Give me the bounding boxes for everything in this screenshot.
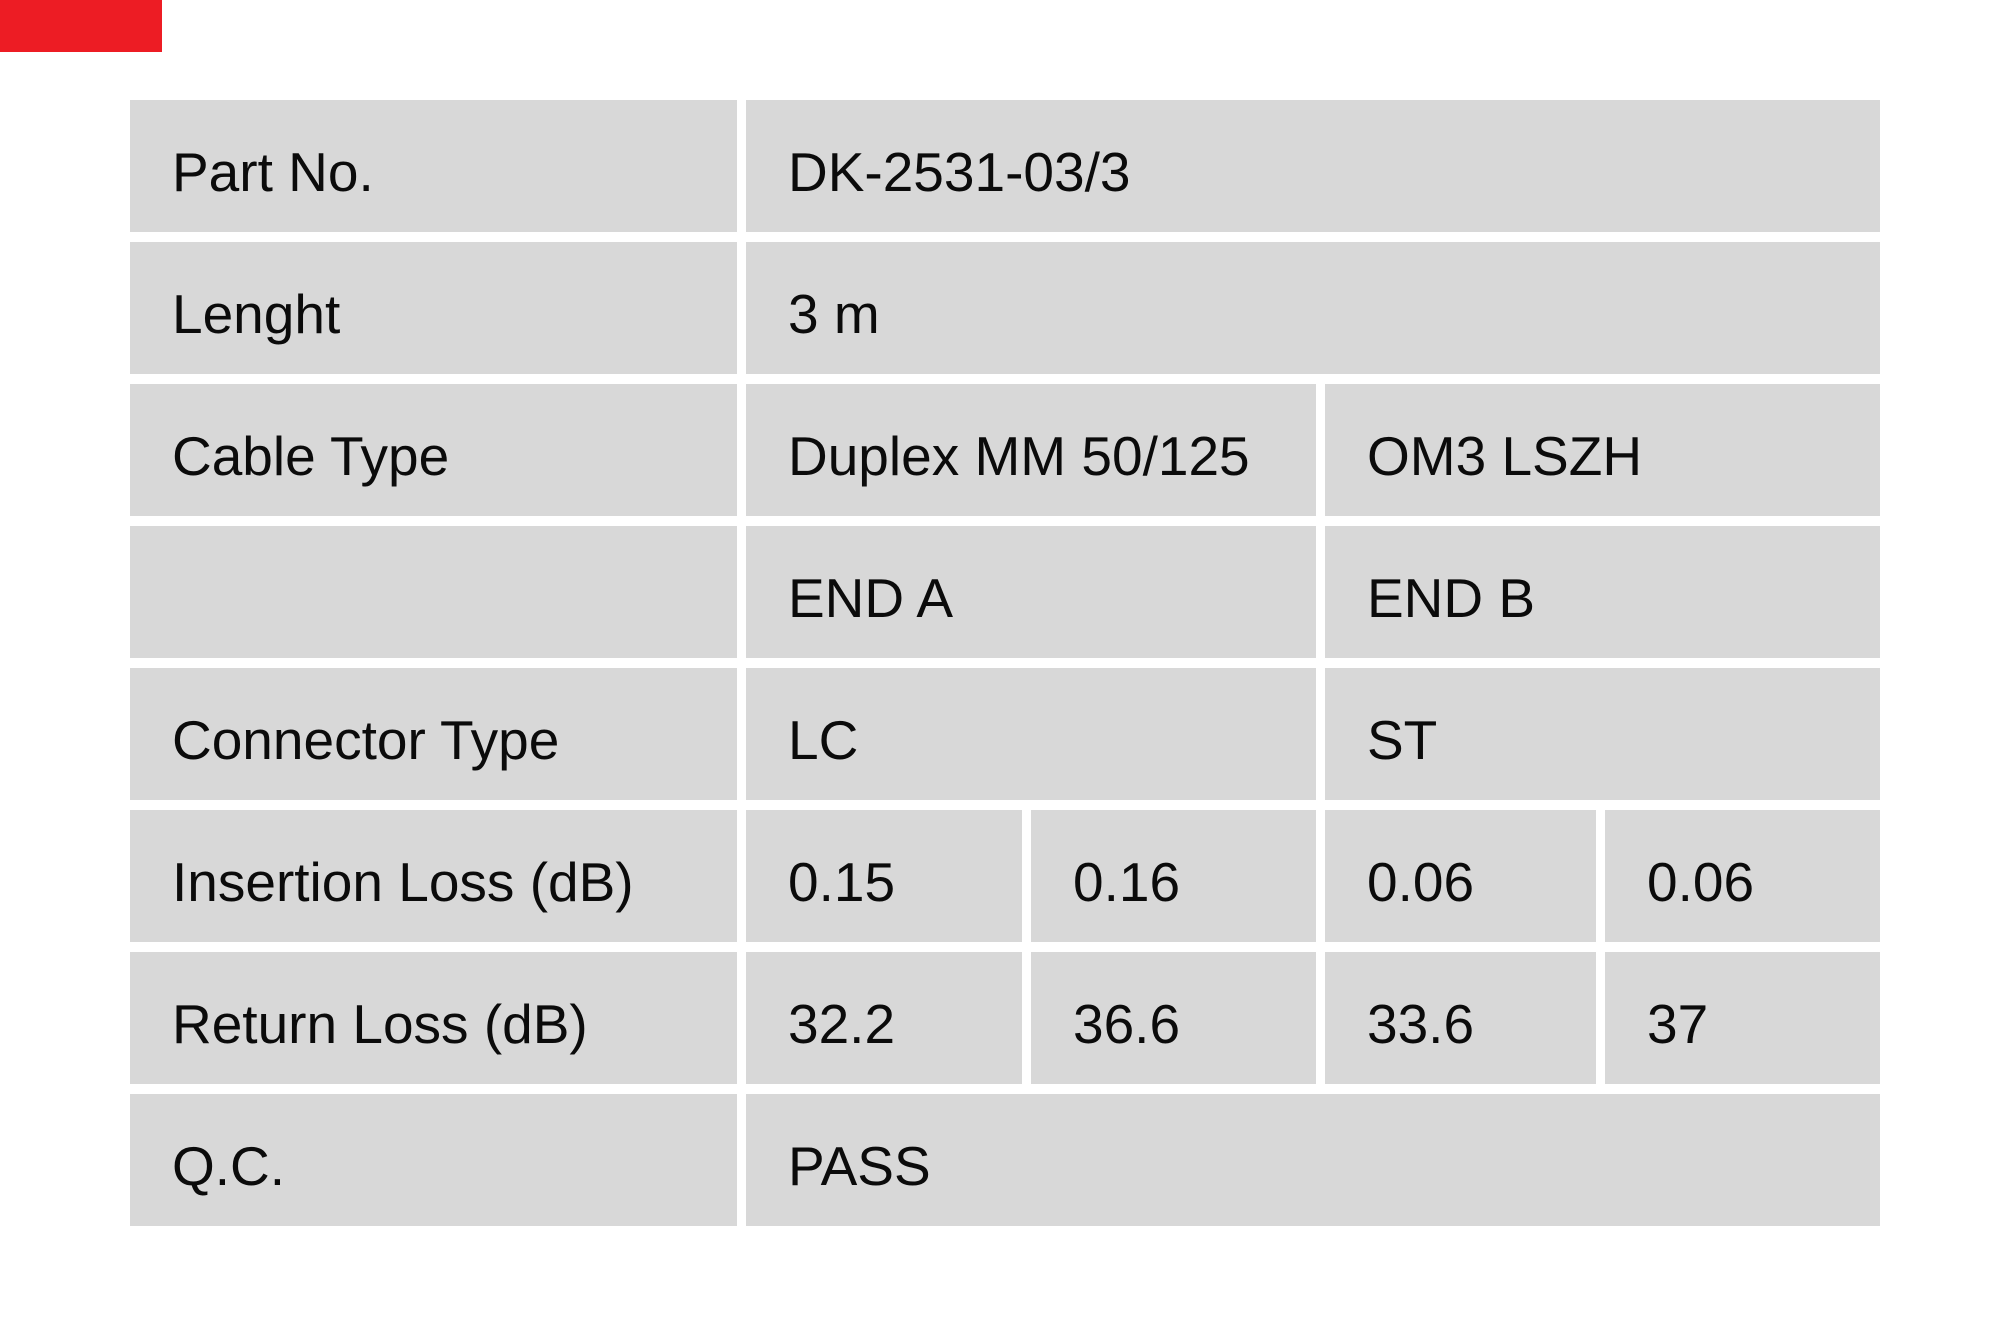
row-label: Return Loss (dB) (130, 952, 737, 1084)
value-cell: DK-2531-03/3 (746, 100, 1880, 232)
value-cell: END A (746, 526, 1316, 658)
value-cell: 0.06 (1605, 810, 1880, 942)
spec-table: Part No. DK-2531-03/3 Lenght 3 m Cable Type D… (130, 100, 1880, 1226)
value-cell: ST (1325, 668, 1880, 800)
value-cell: 33.6 (1325, 952, 1596, 1084)
value-cell: END B (1325, 526, 1880, 658)
row-label: Cable Type (130, 384, 737, 516)
value-cell: PASS (746, 1094, 1880, 1226)
value-cell: 0.15 (746, 810, 1022, 942)
row-label: Part No. (130, 100, 737, 232)
value-cell: 3 m (746, 242, 1880, 374)
row-label: Insertion Loss (dB) (130, 810, 737, 942)
brand-logo-fragment (0, 0, 162, 52)
value-cell: 0.16 (1031, 810, 1316, 942)
value-cell: 37 (1605, 952, 1880, 1084)
row-label: Lenght (130, 242, 737, 374)
value-cell: Duplex MM 50/125 (746, 384, 1316, 516)
row-label (130, 526, 737, 658)
row-label: Connector Type (130, 668, 737, 800)
value-cell: LC (746, 668, 1316, 800)
value-cell: 0.06 (1325, 810, 1596, 942)
value-cell: OM3 LSZH (1325, 384, 1880, 516)
value-cell: 36.6 (1031, 952, 1316, 1084)
row-label: Q.C. (130, 1094, 737, 1226)
value-cell: 32.2 (746, 952, 1022, 1084)
